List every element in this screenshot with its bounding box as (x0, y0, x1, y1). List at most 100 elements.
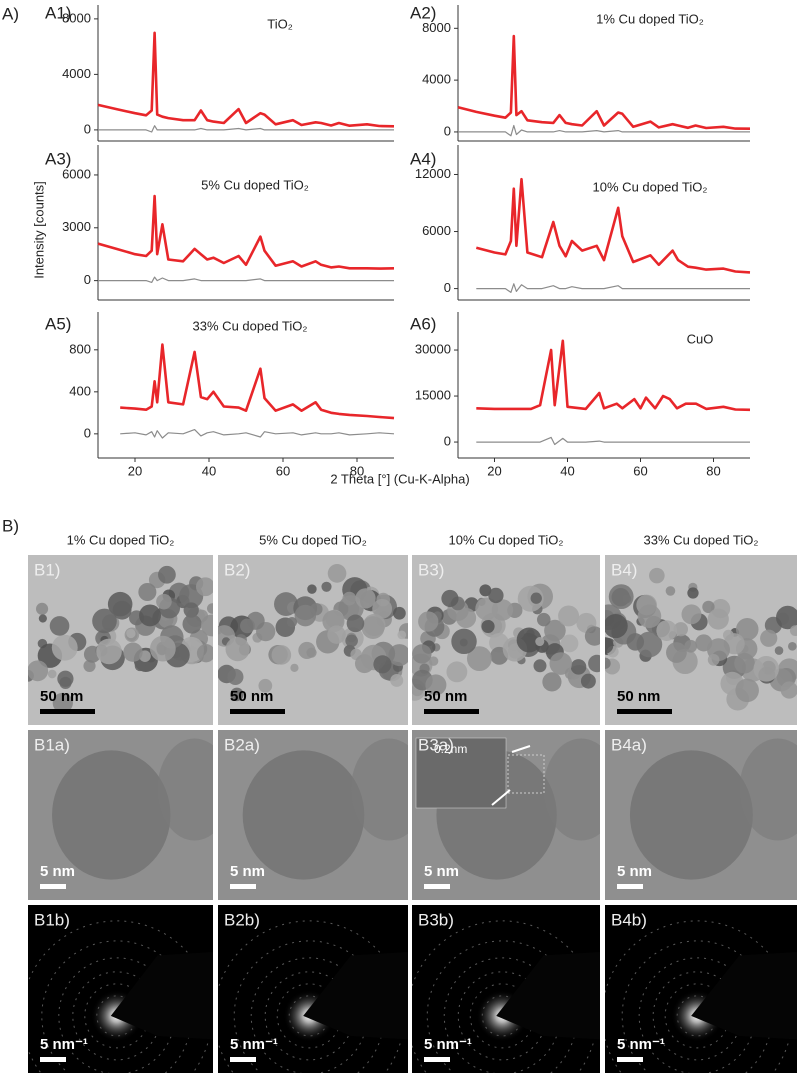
particle (290, 663, 299, 672)
particle (355, 588, 376, 609)
particle (536, 612, 551, 627)
particle (780, 681, 797, 699)
chart-title: 5% Cu doped TiO₂ (201, 177, 309, 192)
difference-line (458, 124, 750, 137)
particle (51, 634, 78, 661)
particle (753, 656, 780, 682)
y-tick-label: 0 (444, 280, 451, 295)
fit-line (97, 31, 395, 128)
difference-line (476, 283, 750, 293)
particle (681, 604, 702, 625)
particle (649, 567, 665, 584)
panel-label: B3b) (418, 910, 454, 929)
particle (327, 625, 346, 644)
x-tick-label: 20 (128, 463, 142, 478)
panel-label: B1) (34, 560, 60, 579)
particle (418, 611, 439, 632)
scale-bar (424, 884, 450, 889)
particle (240, 618, 255, 634)
difference-line (98, 125, 394, 133)
particle (544, 619, 566, 642)
scale-label: 5 nm⁻¹ (230, 1036, 278, 1053)
particle (200, 614, 213, 637)
beam-stop (110, 952, 213, 1040)
chart-title: CuO (687, 331, 714, 346)
particle (207, 603, 213, 614)
particle (321, 581, 332, 592)
beam-stop (303, 952, 408, 1040)
particle (361, 616, 385, 640)
particle (789, 625, 797, 636)
y-tick-label: 3000 (62, 219, 91, 234)
particle (665, 586, 676, 596)
micrograph (412, 905, 600, 1073)
inset-pointer (511, 745, 531, 753)
particle (774, 646, 784, 655)
scale-label: 50 nm (617, 688, 660, 705)
particle (558, 605, 580, 627)
y-tick-label: 800 (69, 341, 91, 356)
particle (327, 564, 347, 583)
particle (533, 659, 547, 673)
chart-label: A1) (45, 3, 71, 22)
y-tick-label: 6000 (422, 223, 451, 238)
chart-title: 33% Cu doped TiO₂ (193, 318, 308, 333)
particle (52, 692, 73, 714)
micrograph (28, 730, 213, 900)
image (412, 905, 600, 1073)
particle (542, 672, 562, 692)
y-tick-label: 4000 (62, 66, 91, 81)
scale-label: 50 nm (424, 688, 467, 705)
micrograph (218, 555, 408, 725)
panel-label: A) (2, 4, 19, 23)
panel-label: B2) (224, 560, 250, 579)
particle (38, 614, 47, 623)
image (605, 730, 797, 900)
image (28, 555, 213, 725)
y-tick-label: 12000 (415, 166, 451, 181)
particle (92, 608, 117, 634)
scale-label: 5 nm (424, 863, 459, 880)
image-bg (218, 555, 408, 725)
particle (673, 622, 688, 637)
scale-bar (40, 1057, 66, 1062)
panel-label: B2a) (224, 735, 260, 754)
panel-label: B3a) (418, 735, 454, 754)
inset-label: 0.2nm (434, 742, 467, 756)
particle (138, 582, 157, 602)
particle (372, 598, 393, 619)
image (605, 555, 797, 725)
x-axis-label: 2 Theta [°] (Cu-K-Alpha) (330, 471, 469, 486)
particle (734, 652, 755, 674)
particle (707, 653, 720, 666)
panel-label: B1b) (34, 910, 70, 929)
particle (182, 614, 202, 634)
particle (629, 750, 753, 880)
particle (735, 618, 759, 641)
y-tick-label: 400 (69, 383, 91, 398)
x-tick-label: 80 (350, 463, 364, 478)
particle (760, 629, 778, 647)
scale-label: 50 nm (40, 688, 83, 705)
panel-label: B4a) (611, 735, 647, 754)
y-tick-label: 0 (84, 425, 91, 440)
column-header: 10% Cu doped TiO₂ (449, 532, 564, 547)
x-tick-label: 80 (706, 463, 720, 478)
image (28, 730, 213, 900)
chart-label: A4) (410, 149, 436, 168)
scale-bar (617, 709, 672, 714)
panel-label: B) (2, 516, 19, 535)
scale-label: 5 nm (230, 863, 265, 880)
particle (227, 668, 244, 686)
fit-line (97, 194, 395, 270)
y-tick-label: 8000 (62, 10, 91, 25)
beam-stop (691, 952, 797, 1040)
scale-label: 5 nm⁻¹ (424, 1036, 472, 1053)
y-tick-label: 6000 (62, 166, 91, 181)
particle (425, 674, 447, 696)
chart-label: A2) (410, 3, 436, 22)
panel-label: B2b) (224, 910, 260, 929)
y-tick-label: 4000 (422, 72, 451, 87)
particle (516, 627, 542, 653)
scale-bar (617, 884, 643, 889)
